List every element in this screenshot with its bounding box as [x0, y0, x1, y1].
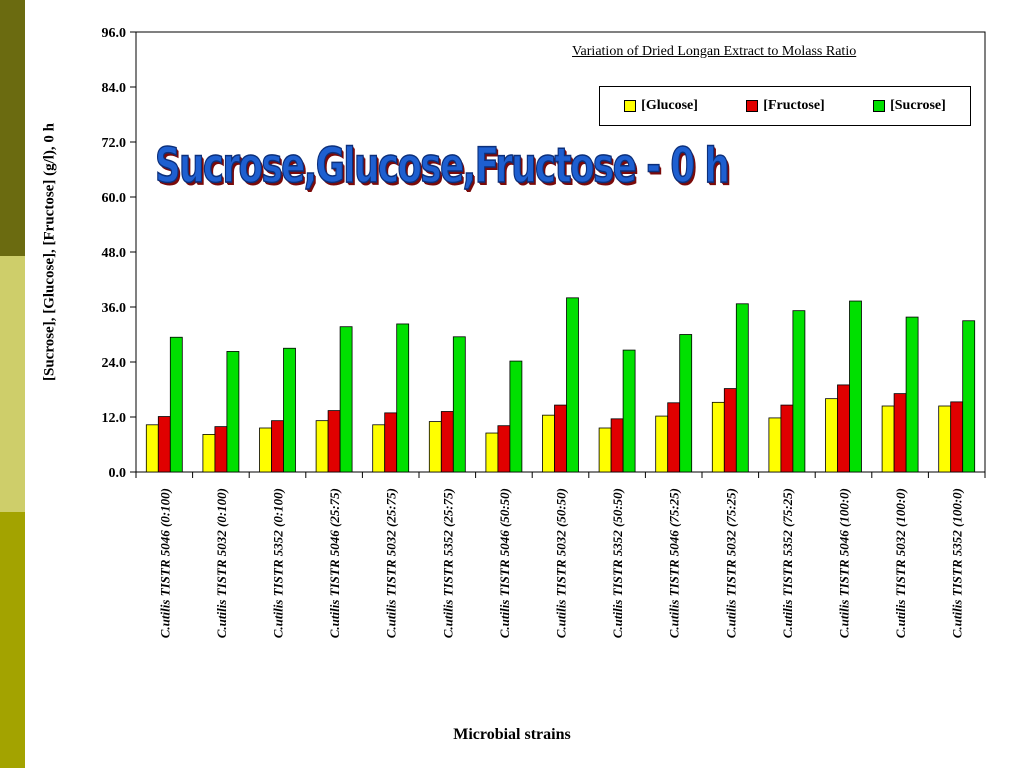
y-tick-label: 36.0: [102, 301, 127, 316]
bar-fructose: [610, 418, 624, 473]
x-tick-label: C.utilis TISTR 5032 (100:0): [893, 488, 908, 638]
bar-glucose: [315, 420, 329, 473]
bar-sucrose: [905, 316, 919, 473]
bar-fructose: [384, 412, 398, 473]
bar-fructose: [271, 420, 284, 473]
y-tick-label: 96.0: [102, 26, 127, 41]
bar-sucrose: [735, 303, 749, 473]
bar-sucrose: [849, 300, 862, 473]
bar-fructose: [667, 402, 681, 473]
x-tick-label: C.utilis TISTR 5046 (0:100): [157, 488, 172, 638]
x-tick-label: C.utilis TISTR 5352 (25:75): [440, 488, 455, 638]
x-tick-label: C.utilis TISTR 5352 (50:50): [610, 488, 625, 638]
bar-glucose: [825, 398, 838, 473]
x-tick-label: C.utilis TISTR 5046 (100:0): [837, 488, 852, 638]
legend-swatch-fructose: [746, 100, 759, 112]
y-tick-label: 48.0: [102, 246, 127, 261]
bar-fructose: [440, 411, 454, 473]
bar-sucrose: [452, 336, 466, 473]
x-tick-label: C.utilis TISTR 5352 (100:0): [950, 488, 965, 638]
bar-glucose: [145, 424, 159, 473]
x-tick-label: C.utilis TISTR 5046 (25:75): [327, 488, 342, 638]
bar-sucrose: [283, 347, 296, 473]
y-tick-label: 0.0: [109, 466, 127, 481]
bar-fructose: [327, 410, 341, 473]
overlay-title: Sucrose,Glucose,Fructose - 0 h: [154, 137, 730, 195]
bar-sucrose: [622, 349, 636, 473]
bar-sucrose: [339, 326, 353, 473]
bar-fructose: [723, 388, 737, 473]
bar-fructose: [950, 401, 964, 473]
x-tick-label: C.utilis TISTR 5032 (50:50): [554, 488, 569, 638]
legend-label-fructose: [Fructose]: [763, 98, 825, 113]
bar-sucrose: [509, 360, 523, 473]
bar-fructose: [214, 426, 228, 473]
bar-sucrose: [566, 297, 579, 473]
y-tick-label: 84.0: [102, 81, 127, 96]
y-axis-title: [Sucrose], [Glucose], [Fructose] (g/l), …: [41, 122, 58, 382]
bar-fructose: [837, 384, 850, 473]
bar-glucose: [372, 424, 386, 473]
bar-sucrose: [792, 310, 806, 473]
x-tick-label: C.utilis TISTR 5032 (75:25): [723, 488, 738, 638]
bar-glucose: [598, 427, 612, 473]
x-tick-label: C.utilis TISTR 5352 (0:100): [271, 488, 286, 638]
bar-glucose: [485, 432, 499, 473]
bar-sucrose: [962, 320, 976, 473]
bar-sucrose: [226, 351, 240, 473]
legend-swatch-glucose: [624, 100, 637, 112]
x-tick-label: C.utilis TISTR 5046 (50:50): [497, 488, 512, 638]
bar-sucrose: [169, 336, 183, 473]
bar-glucose: [428, 421, 442, 473]
bar-glucose: [938, 405, 952, 473]
sidebar-stripe-middle: [0, 256, 25, 512]
bar-sucrose: [396, 323, 410, 473]
legend-label-sucrose: [Sucrose]: [890, 98, 946, 113]
legend-label-glucose: [Glucose]: [641, 98, 698, 113]
bar-glucose: [542, 414, 555, 473]
legend-item-sucrose: [Sucrose]: [873, 98, 946, 114]
sidebar-stripe-bottom: [0, 512, 25, 768]
bar-glucose: [202, 434, 216, 473]
x-tick-label: C.utilis TISTR 5032 (0:100): [214, 488, 229, 638]
legend-item-fructose: [Fructose]: [746, 98, 825, 114]
legend-swatch-sucrose: [873, 100, 886, 112]
x-tick-label: C.utilis TISTR 5032 (25:75): [384, 488, 399, 638]
y-tick-label: 72.0: [102, 136, 127, 151]
chart-legend: [Glucose] [Fructose] [Sucrose]: [599, 86, 971, 126]
bar-glucose: [259, 427, 272, 473]
x-axis-title: Microbial strains: [453, 726, 571, 743]
legend-item-glucose: [Glucose]: [624, 98, 698, 114]
sidebar-stripe-top: [0, 0, 25, 256]
y-tick-label: 60.0: [102, 191, 127, 206]
bar-fructose: [157, 416, 171, 473]
bar-fructose: [497, 425, 511, 473]
y-tick-label: 12.0: [102, 411, 127, 426]
bar-glucose: [655, 415, 669, 473]
bar-fructose: [780, 404, 794, 473]
bar-sucrose: [679, 334, 693, 473]
bar-glucose: [881, 405, 895, 473]
bar-fructose: [893, 393, 907, 473]
x-tick-label: C.utilis TISTR 5352 (75:25): [780, 488, 795, 638]
y-tick-label: 24.0: [102, 356, 127, 371]
bar-glucose: [711, 401, 725, 473]
chart-subtitle: Variation of Dried Longan Extract to Mol…: [572, 44, 857, 59]
bar-glucose: [768, 417, 782, 473]
x-tick-label: C.utilis TISTR 5046 (75:25): [667, 488, 682, 638]
bar-fructose: [554, 404, 567, 473]
